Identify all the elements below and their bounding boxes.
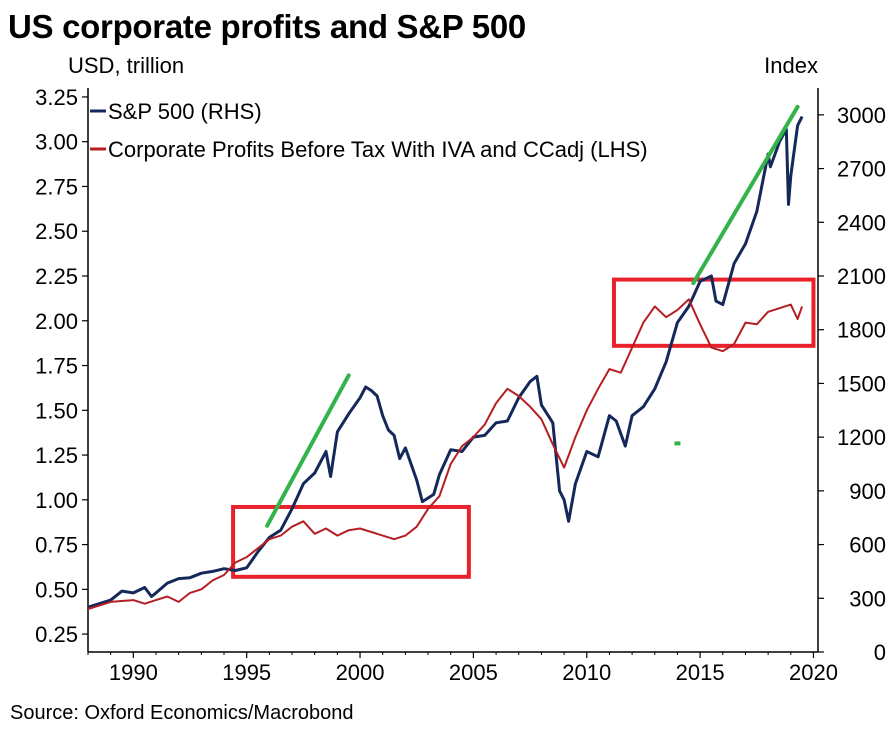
left-axis-tick-label: 2.00 [35, 309, 78, 334]
right-axis-tick-label: 1500 [837, 371, 886, 396]
left-axis-tick-label: 1.50 [35, 398, 78, 423]
left-axis-tick-label: 2.50 [35, 219, 78, 244]
left-axis-tick-label: 3.25 [35, 85, 78, 110]
left-axis-unit-label: USD, trillion [68, 53, 185, 78]
x-axis-tick-label: 2000 [336, 660, 385, 685]
corporate-profits-line [87, 298, 804, 610]
legend: S&P 500 (RHS) Corporate Profits Before Ta… [90, 99, 648, 162]
green-marker [674, 441, 681, 446]
right-axis-tick-label: 3000 [837, 103, 886, 128]
right-axis-tick-label: 2100 [837, 264, 886, 289]
left-axis-tick-label: 0.50 [35, 577, 78, 602]
x-axis-tick-label: 1995 [222, 660, 271, 685]
left-axis-tick-label: 1.00 [35, 488, 78, 513]
left-axis-tick-label: 2.25 [35, 264, 78, 289]
left-axis-tick-label: 3.00 [35, 130, 78, 155]
right-axis-tick-label: 300 [849, 586, 886, 611]
trend-line [691, 104, 800, 286]
x-axis-tick-label: 2015 [676, 660, 725, 685]
chart-title: US corporate profits and S&P 500 [8, 8, 526, 45]
right-axis-tick-label: 600 [849, 533, 886, 558]
highlight-box [231, 504, 471, 579]
trend-line [265, 373, 351, 528]
right-axis-tick-label: 1200 [837, 425, 886, 450]
highlight-boxes-layer [231, 277, 816, 579]
legend-label: S&P 500 (RHS) [108, 99, 262, 124]
right-axis-tick-label: 0 [874, 640, 886, 665]
right-axis-tick-label: 1800 [837, 318, 886, 343]
legend-label: Corporate Profits Before Tax With IVA an… [108, 137, 648, 162]
left-axis-tick-label: 2.75 [35, 174, 78, 199]
right-axis-tick-label: 900 [849, 479, 886, 504]
x-axis-tick-label: 1990 [109, 660, 158, 685]
left-axis-tick-label: 0.75 [35, 533, 78, 558]
left-axis-tick-label: 1.75 [35, 354, 78, 379]
x-axis-tick-label: 2020 [789, 660, 838, 685]
x-axis-tick-label: 2005 [449, 660, 498, 685]
x-axis-tick-label: 2010 [562, 660, 611, 685]
left-axis-tick-label: 0.25 [35, 622, 78, 647]
source-note: Source: Oxford Economics/Macrobond [10, 702, 354, 724]
highlight-box [611, 277, 816, 348]
series-layer [87, 115, 804, 610]
axes-layer: 0.25 0.50 0.75 1.00 1.25 1.50 1.75 2.00 2.25 2.50… [35, 85, 886, 685]
sp500-line [87, 115, 804, 609]
right-axis-unit-label: Index [764, 53, 818, 78]
trend-lines-layer [265, 104, 800, 528]
right-axis-tick-label: 2700 [837, 157, 886, 182]
left-axis-tick-label: 1.25 [35, 443, 78, 468]
right-axis-tick-label: 2400 [837, 210, 886, 235]
